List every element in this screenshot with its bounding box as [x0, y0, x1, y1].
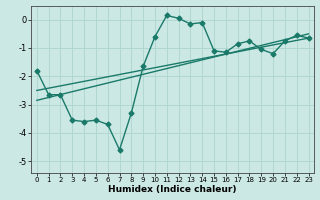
X-axis label: Humidex (Indice chaleur): Humidex (Indice chaleur) [108, 185, 237, 194]
